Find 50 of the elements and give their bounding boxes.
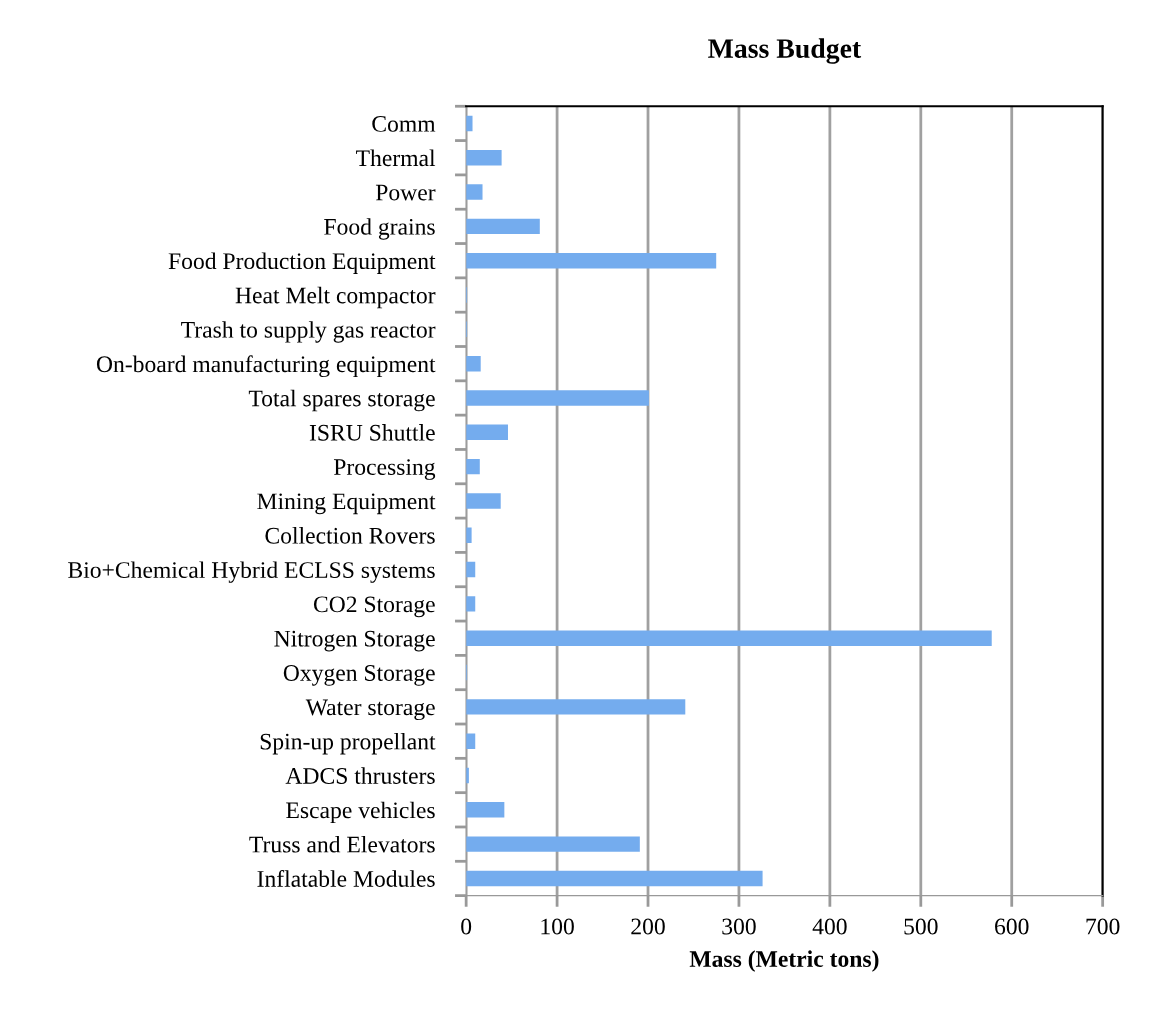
y-tick-label: On-board manufacturing equipment xyxy=(96,355,436,378)
x-tick-label: 300 xyxy=(722,918,756,935)
x-tick-label: 200 xyxy=(631,918,665,935)
y-tick-label: Power xyxy=(375,184,436,201)
y-tick-label: Heat Melt compactor xyxy=(235,286,436,309)
y-tick-label: ISRU Shuttle xyxy=(309,424,435,441)
bar xyxy=(466,802,505,818)
x-axis-title: Mass (Metric tons) xyxy=(689,950,879,972)
bar xyxy=(466,218,540,235)
bar xyxy=(466,630,992,646)
y-tick-label: Mining Equipment xyxy=(257,493,436,515)
bar xyxy=(466,150,502,166)
y-tick-label: ADCS thrusters xyxy=(285,767,435,784)
bar xyxy=(466,870,763,887)
y-tick-label: Comm xyxy=(372,115,436,132)
y-tick-label: Truss and Elevators xyxy=(249,835,435,853)
x-tick-label: 600 xyxy=(995,918,1029,935)
bar xyxy=(466,596,476,612)
bar xyxy=(466,493,501,509)
bar xyxy=(466,424,508,441)
bar xyxy=(466,184,483,200)
chart-title: Mass Budget xyxy=(708,38,862,64)
y-tick-label: Trash to supply gas reactor xyxy=(181,321,436,343)
y-tick-label: Oxygen Storage xyxy=(283,665,435,686)
bar xyxy=(466,390,649,406)
y-tick-label: Bio+Chemical Hybrid ECLSS systems xyxy=(68,561,435,583)
bar xyxy=(466,252,717,269)
y-tick-label: CO2 Storage xyxy=(313,596,435,618)
bar xyxy=(466,115,473,132)
bar xyxy=(466,699,686,715)
bar xyxy=(466,458,480,475)
y-tick-label: Escape vehicles xyxy=(286,801,435,824)
y-tick-label: Inflatable Modules xyxy=(257,870,435,887)
x-tick-label: 700 xyxy=(1086,918,1120,935)
y-tick-label: Spin-up propellant xyxy=(260,732,436,755)
x-tick-label: 100 xyxy=(541,918,574,935)
y-tick-label: Thermal xyxy=(356,149,436,167)
y-tick-label: Food grains xyxy=(324,218,435,240)
y-tick-label: Food Production Equipment xyxy=(168,252,436,274)
y-tick-label: Total spares storage xyxy=(248,389,435,412)
y-tick-label: Nitrogen Storage xyxy=(274,630,435,652)
x-tick-label: 500 xyxy=(904,918,938,935)
y-tick-label: Water storage xyxy=(305,699,435,721)
x-tick-label: 0 xyxy=(461,918,472,935)
x-tick-label: 400 xyxy=(812,918,847,935)
bar xyxy=(466,355,481,372)
bar xyxy=(466,836,640,852)
y-tick-label: Processing xyxy=(333,459,436,480)
bar xyxy=(466,733,476,749)
y-tick-label: Collection Rovers xyxy=(265,527,435,544)
